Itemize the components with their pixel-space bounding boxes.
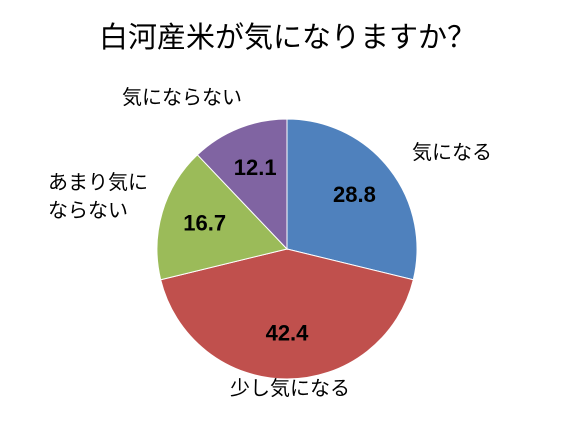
pie-slice <box>160 248 414 380</box>
pie-slice <box>196 118 288 251</box>
category-label: 少し気になる <box>230 376 350 400</box>
category-label: 気になる <box>412 140 492 164</box>
value-label: 42.4 <box>266 321 310 346</box>
value-label: 12.1 <box>234 155 277 180</box>
value-label: 28.8 <box>333 182 376 207</box>
pie-slice <box>286 118 418 281</box>
value-label: 16.7 <box>183 211 226 236</box>
chart-title: 白河産米が気になりますか？ <box>98 20 476 54</box>
pie-slice <box>156 154 288 281</box>
category-label: 気にならない <box>122 85 242 109</box>
category-label: あまり気に ならない <box>48 170 148 222</box>
